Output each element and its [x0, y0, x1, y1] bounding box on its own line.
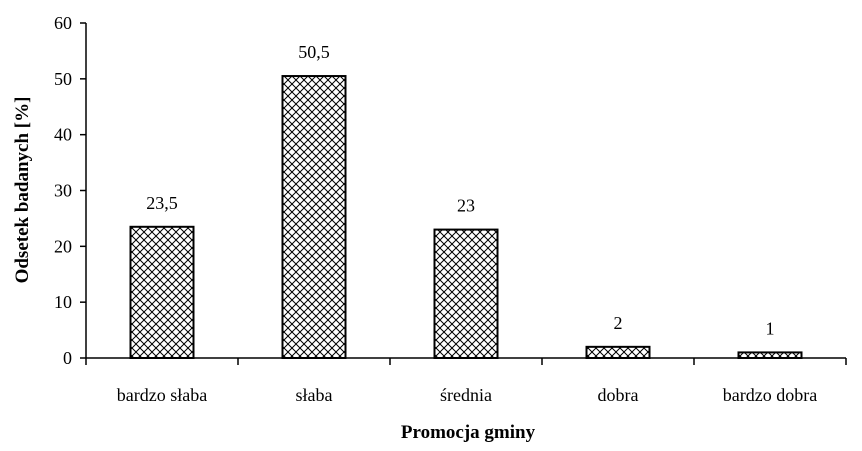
y-tick-label: 0	[63, 348, 72, 368]
bar	[433, 228, 499, 359]
y-tick-label: 40	[54, 125, 72, 145]
x-tick-label: dobra	[598, 385, 639, 405]
y-axis-title: Odsetek badanych [%]	[12, 97, 33, 284]
y-tick-label: 20	[54, 236, 72, 256]
y-tick-label: 10	[54, 292, 72, 312]
data-label: 50,5	[298, 42, 330, 62]
data-label: 23	[457, 196, 475, 216]
bar	[737, 351, 803, 359]
y-axis: 0 10 20 30 40 50 60	[54, 13, 87, 368]
x-tick-label: średnia	[440, 385, 492, 405]
x-tick-label: bardzo dobra	[723, 385, 817, 405]
data-label: 23,5	[146, 193, 178, 213]
y-tick-label: 50	[54, 69, 72, 89]
data-label: 1	[766, 318, 775, 338]
x-tick-label: słaba	[296, 385, 333, 405]
x-axis: bardzo słaba słaba średnia dobra bardzo dobr…	[85, 357, 847, 405]
x-tick-label: bardzo słaba	[117, 385, 207, 405]
y-tick-label: 60	[54, 13, 72, 33]
y-tick-label: 30	[54, 181, 72, 201]
bar	[281, 75, 347, 360]
data-label: 2	[614, 313, 623, 333]
x-axis-title: Promocja gminy	[401, 422, 536, 443]
bars: 23,5 50,5 23 2 1	[129, 42, 803, 360]
bar	[129, 225, 195, 359]
bar	[585, 345, 651, 360]
